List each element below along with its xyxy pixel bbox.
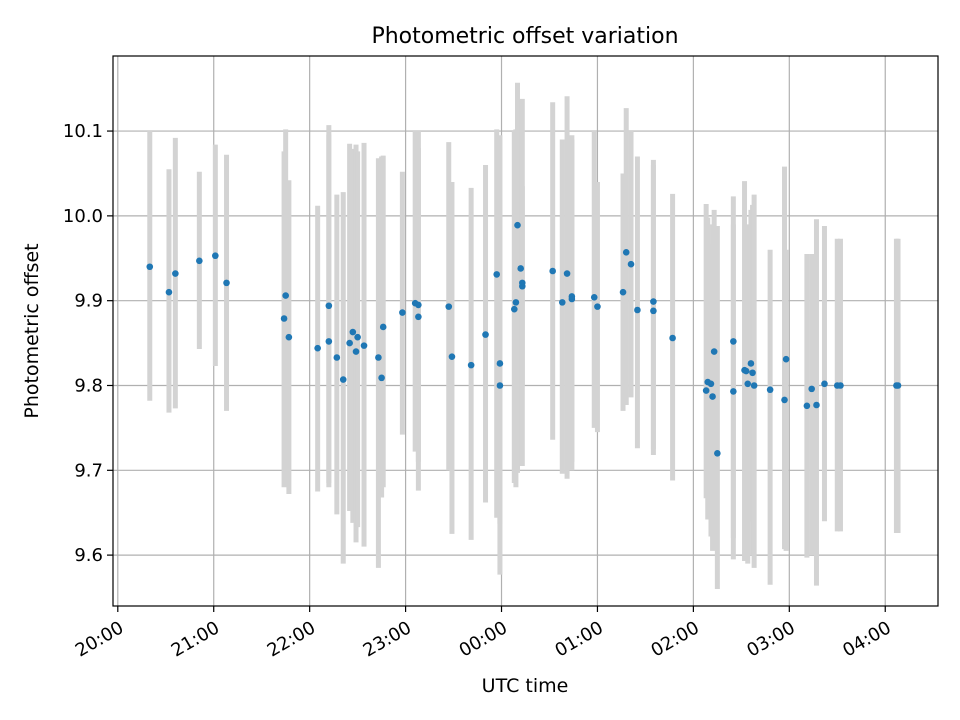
data-point (747, 360, 755, 367)
data-point (514, 221, 521, 229)
plot-frame (112, 55, 939, 607)
data-point (172, 270, 179, 277)
data-point (730, 338, 737, 345)
data-point (808, 385, 815, 393)
data-point (333, 354, 341, 361)
data-point (744, 380, 752, 388)
data-point (354, 333, 361, 341)
data-point (619, 288, 627, 296)
data-point (496, 360, 504, 367)
data-point (511, 305, 518, 313)
data-point (360, 342, 368, 349)
data-point (349, 328, 357, 336)
data-point (496, 382, 504, 389)
data-point (519, 279, 526, 287)
data-point (742, 367, 750, 375)
data-point (710, 348, 718, 355)
data-point (650, 298, 657, 305)
data-point (280, 315, 288, 322)
data-point (669, 334, 676, 342)
data-point (223, 279, 230, 287)
data-point (568, 293, 576, 300)
data-point (282, 292, 289, 299)
data-point (594, 303, 601, 310)
data-point (590, 293, 598, 301)
data-point (714, 450, 721, 457)
data-point (821, 380, 828, 388)
data-point (558, 299, 566, 306)
y-tick-label: 9.8 (74, 375, 103, 396)
data-point (325, 338, 333, 345)
data-point (622, 249, 630, 256)
data-point (493, 271, 501, 278)
data-point (399, 309, 406, 316)
data-point (749, 369, 756, 377)
data-point (314, 344, 321, 352)
data-point (707, 380, 715, 388)
data-point (750, 382, 758, 389)
data-point (415, 313, 422, 321)
data-point (894, 382, 902, 389)
chart-title: Photometric offset variation (371, 24, 678, 49)
data-point (467, 361, 475, 369)
data-point (285, 333, 293, 341)
data-point (627, 260, 635, 268)
data-point (212, 252, 219, 260)
data-point (813, 401, 820, 409)
data-point (378, 374, 385, 382)
data-point (650, 307, 657, 315)
data-point (448, 353, 456, 360)
data-point (549, 267, 556, 275)
data-point (165, 288, 173, 296)
data-point (766, 386, 774, 394)
data-point (517, 265, 525, 272)
y-tick-label: 9.9 (74, 291, 103, 312)
data-point (837, 382, 844, 389)
data-point (146, 263, 154, 271)
data-point (352, 348, 360, 355)
data-point (803, 402, 811, 410)
data-points (146, 221, 902, 457)
y-axis-label: Photometric offset (21, 243, 43, 418)
data-point (781, 396, 788, 404)
data-point (196, 257, 203, 265)
data-point (512, 299, 520, 306)
data-point (445, 303, 453, 310)
data-point (730, 388, 737, 395)
grid (113, 56, 938, 606)
y-tick-label: 9.7 (74, 460, 103, 481)
data-point (563, 270, 571, 277)
data-point (782, 355, 790, 363)
data-point (325, 302, 333, 310)
y-axis-ticks: 9.6 9.7 9.8 9.9 10.0 10.1 (63, 121, 113, 566)
y-tick-label: 10.1 (63, 121, 103, 142)
data-point (339, 376, 347, 383)
data-point (346, 339, 353, 347)
x-axis-label: UTC time (482, 675, 569, 697)
data-point (702, 387, 710, 394)
y-tick-label: 10.0 (63, 206, 103, 227)
data-point (379, 323, 387, 331)
data-point (375, 354, 382, 361)
y-tick-label: 9.6 (74, 545, 103, 566)
data-point (634, 306, 641, 314)
data-point (415, 301, 422, 309)
data-point (709, 393, 716, 400)
data-point (482, 331, 489, 338)
